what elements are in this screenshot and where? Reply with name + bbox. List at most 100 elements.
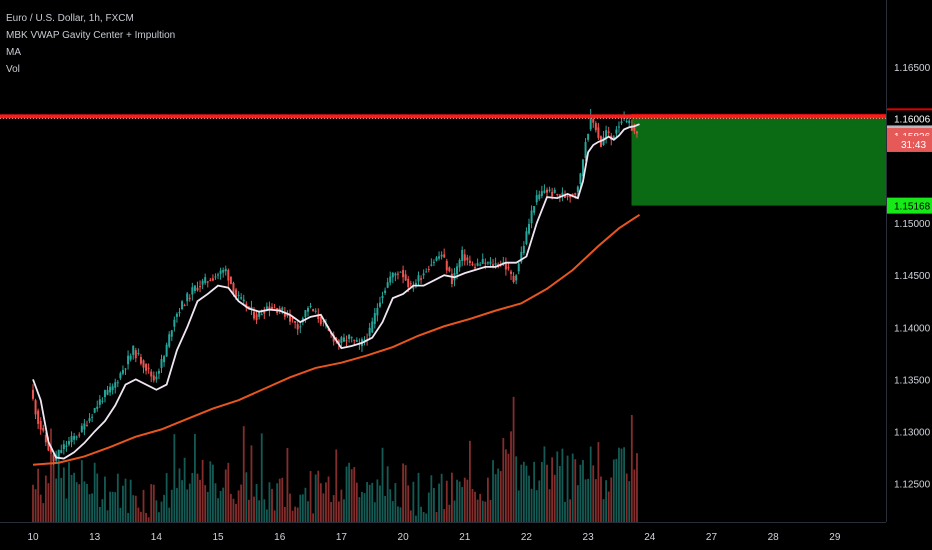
candle-body <box>522 245 525 254</box>
candle-body <box>42 427 45 431</box>
volume-bar <box>309 471 312 522</box>
candle-body <box>296 324 299 330</box>
candle-body <box>263 311 266 314</box>
candle-body <box>425 271 428 273</box>
volume-bar <box>594 479 597 522</box>
candle-body <box>103 390 106 398</box>
volume-bar <box>484 501 487 522</box>
volume-bar <box>422 512 425 522</box>
volume-bar <box>168 507 171 522</box>
volume-bar <box>458 481 461 522</box>
legend-indicator-ma[interactable]: MA <box>6 47 21 58</box>
candle-body <box>422 273 425 276</box>
candle-body <box>165 344 168 357</box>
volume-bar <box>492 460 494 522</box>
candle-body <box>620 121 623 124</box>
candle-body <box>551 191 554 197</box>
volume-bar <box>404 465 407 522</box>
volume-bar <box>93 462 96 522</box>
candle-body <box>479 264 482 266</box>
candle-body <box>283 311 286 317</box>
candle-body <box>214 276 217 278</box>
candle-body <box>507 267 510 269</box>
volume-bar <box>212 464 214 522</box>
candle-body <box>39 421 42 430</box>
candle-body <box>265 306 268 310</box>
volume-bar <box>214 483 217 522</box>
volume-bar <box>499 471 502 522</box>
candle-body <box>91 416 94 418</box>
moving-average-line <box>32 213 641 466</box>
volume-bar <box>98 506 101 522</box>
candle-body <box>445 260 448 271</box>
candle-body <box>443 254 446 258</box>
candle-body <box>435 257 438 261</box>
candle-body <box>597 127 600 138</box>
candle-body <box>147 367 150 369</box>
volume-bar <box>525 465 528 522</box>
candle-body <box>173 319 176 327</box>
volume-bar <box>299 494 302 522</box>
volume-bar <box>628 481 631 522</box>
volume-bar <box>335 449 338 522</box>
volume-bar <box>88 494 91 522</box>
volume-bar <box>122 485 124 522</box>
volume-bar <box>47 483 50 522</box>
volume-bar <box>345 466 348 522</box>
legend-indicator-volume[interactable]: Vol <box>6 64 20 75</box>
volume-bar <box>163 494 165 522</box>
volume-bar <box>227 462 230 522</box>
volume-bar <box>106 510 109 522</box>
candle-body <box>134 350 137 359</box>
volume-bar <box>276 483 279 522</box>
price-tag-entry-text: 1.16006 <box>894 114 931 125</box>
candle-body <box>168 334 171 347</box>
volume-bar <box>60 477 63 522</box>
candle-body <box>132 345 135 355</box>
candle-body <box>183 305 186 307</box>
volume-bar <box>497 468 500 522</box>
candle-body <box>114 382 117 388</box>
volume-bar <box>142 489 145 522</box>
volume-bar <box>314 474 317 522</box>
volume-bar <box>129 479 132 522</box>
candle-body <box>533 206 536 213</box>
legend-indicator-vwap[interactable]: MBK VWAP Gavity Center + Impultion <box>6 30 176 41</box>
volume-bar <box>194 433 196 522</box>
volume-bar <box>319 483 322 522</box>
volume-bar <box>273 510 276 522</box>
volume-bar <box>173 434 176 522</box>
candle-body <box>432 262 435 264</box>
candle-body <box>566 196 569 198</box>
candle-body <box>314 310 317 312</box>
volume-bar <box>471 488 474 522</box>
candle-body <box>304 310 307 317</box>
take-profit-zone <box>631 118 886 206</box>
volume-bar <box>425 513 428 522</box>
volume-bar <box>530 488 533 522</box>
volume-bar <box>116 473 119 522</box>
volume-bar <box>438 483 440 522</box>
volume-bar <box>50 428 52 522</box>
volume-bar <box>368 484 371 522</box>
volume-bar <box>343 499 345 522</box>
candle-body <box>378 302 381 307</box>
candle-body <box>150 371 153 377</box>
candle-body <box>476 263 479 266</box>
candle-body <box>412 287 415 289</box>
time-tick-label: 29 <box>829 532 841 543</box>
candle-body <box>199 286 202 288</box>
volume-bar <box>312 513 315 522</box>
candle-body <box>49 448 52 452</box>
candle-body <box>322 320 325 322</box>
candle-body <box>196 287 199 291</box>
volume-bar <box>181 480 183 522</box>
volume-bar <box>479 493 482 522</box>
candle-body <box>101 400 104 402</box>
candle-body <box>420 278 423 280</box>
candle-body <box>458 260 461 268</box>
legend-symbol[interactable]: Euro / U.S. Dollar, 1h, FXCM <box>6 13 134 24</box>
volume-bar <box>176 488 178 522</box>
candle-body <box>448 267 451 272</box>
